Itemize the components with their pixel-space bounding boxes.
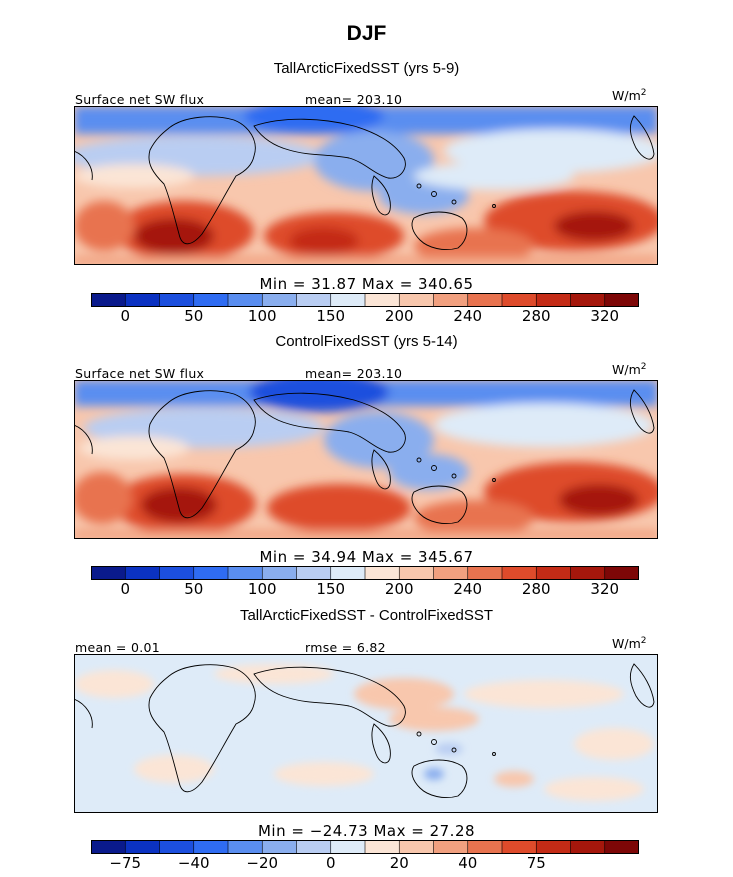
panel-3-min-max: Min = −24.73 Max = 27.28 (257, 822, 476, 840)
colorbar-tick-label: 150 (316, 580, 346, 598)
panel-1-map (74, 106, 658, 265)
colorbar-swatch (502, 566, 537, 580)
colorbar-swatch (330, 566, 366, 580)
panel-2-colorbar-labels: 0 50 100 150 200 240 280 320 (91, 580, 639, 600)
panel-1-min-max: Min = 31.87 Max = 340.65 (259, 275, 474, 293)
colorbar-swatch (228, 566, 263, 580)
colorbar-swatch (159, 293, 195, 307)
colorbar-tick-label: 0 (325, 854, 336, 872)
panel-3-map (74, 654, 658, 813)
colorbar-tick-label: 100 (247, 580, 277, 598)
colorbar-tick-label: 75 (526, 854, 546, 872)
colorbar-swatch (193, 840, 229, 854)
colorbar-tick-label: 200 (384, 580, 414, 598)
colorbar-swatch (125, 840, 160, 854)
panel-2-colorbar (91, 566, 639, 580)
colorbar-swatch (399, 566, 434, 580)
panel-2-map (74, 380, 658, 539)
colorbar-tick-label: 50 (184, 580, 204, 598)
colorbar-swatch (330, 840, 366, 854)
colorbar-swatch (433, 566, 469, 580)
colorbar-swatch (399, 840, 434, 854)
colorbar-swatch (262, 566, 297, 580)
colorbar-tick-label: −20 (246, 854, 279, 872)
colorbar-swatch (399, 293, 434, 307)
page-title: DJF (346, 22, 387, 45)
colorbar-tick-label: 240 (453, 307, 483, 325)
colorbar-swatch (228, 840, 263, 854)
colorbar-swatch (467, 566, 503, 580)
panel-3-mean-label: mean = 0.01 (75, 640, 161, 655)
colorbar-swatch (159, 840, 195, 854)
panel-1-variable-label: Surface net SW flux (75, 92, 205, 107)
panel-2-title: ControlFixedSST (yrs 5-14) (275, 333, 458, 350)
panel-2-mean-label: mean= 203.10 (305, 366, 403, 381)
panel-3-units: W/m2 (612, 636, 647, 652)
colorbar-swatch (604, 840, 639, 854)
colorbar-swatch (296, 840, 332, 854)
panel-1-title: TallArcticFixedSST (yrs 5-9) (273, 60, 460, 77)
colorbar-tick-label: −40 (177, 854, 210, 872)
colorbar-frame (91, 840, 639, 854)
colorbar-swatch (502, 293, 537, 307)
panel-2-min-max: Min = 34.94 Max = 345.67 (259, 548, 474, 566)
colorbar-tick-label: 0 (120, 307, 131, 325)
colorbar-tick-label: 320 (590, 307, 620, 325)
colorbar-frame (91, 293, 639, 307)
colorbar-swatch (570, 840, 606, 854)
panel-3-rmse-label: rmse = 6.82 (305, 640, 386, 655)
colorbar-swatch (91, 840, 126, 854)
colorbar-swatch (330, 293, 366, 307)
colorbar-swatch (536, 840, 571, 854)
colorbar-swatch (536, 566, 571, 580)
colorbar-swatch (262, 293, 297, 307)
colorbar-swatch (467, 840, 503, 854)
colorbar-swatch (159, 566, 195, 580)
colorbar-swatch (125, 566, 160, 580)
colorbar-swatch (262, 840, 297, 854)
colorbar-swatch (570, 293, 606, 307)
colorbar-tick-label: 20 (389, 854, 409, 872)
colorbar-tick-label: 100 (247, 307, 277, 325)
colorbar-swatch (467, 293, 503, 307)
colorbar-swatch (296, 293, 332, 307)
colorbar-tick-label: 280 (521, 307, 551, 325)
colorbar-swatch (604, 566, 639, 580)
colorbar-tick-label: 150 (316, 307, 346, 325)
panel-2-variable-label: Surface net SW flux (75, 366, 205, 381)
panel-3-title: TallArcticFixedSST - ControlFixedSST (239, 607, 494, 624)
colorbar-swatch (365, 840, 400, 854)
colorbar-swatch (536, 293, 571, 307)
colorbar-swatch (91, 293, 126, 307)
colorbar-tick-label: 200 (384, 307, 414, 325)
colorbar-swatch (365, 293, 400, 307)
colorbar-swatch (502, 840, 537, 854)
colorbar-swatch (433, 840, 469, 854)
panel-2-units: W/m2 (612, 362, 647, 378)
panel-3-colorbar (91, 840, 639, 854)
colorbar-swatch (193, 566, 229, 580)
colorbar-swatch (433, 293, 469, 307)
colorbar-tick-label: 280 (521, 580, 551, 598)
colorbar-swatch (125, 293, 160, 307)
colorbar-tick-label: −75 (109, 854, 142, 872)
colorbar-swatch (296, 566, 332, 580)
panel-1-mean-label: mean= 203.10 (305, 92, 403, 107)
panel-1-units: W/m2 (612, 88, 647, 104)
panel-3-colorbar-labels: −75 −40 −20 0 20 40 75 (91, 854, 639, 874)
colorbar-swatch (570, 566, 606, 580)
colorbar-tick-label: 50 (184, 307, 204, 325)
colorbar-swatch (604, 293, 639, 307)
colorbar-swatch (228, 293, 263, 307)
colorbar-tick-label: 0 (120, 580, 131, 598)
panel-1-colorbar (91, 293, 639, 307)
colorbar-tick-label: 320 (590, 580, 620, 598)
colorbar-swatch (193, 293, 229, 307)
colorbar-swatch (365, 566, 400, 580)
panel-1-colorbar-labels: 0 50 100 150 200 240 280 320 (91, 307, 639, 327)
colorbar-tick-label: 40 (458, 854, 478, 872)
colorbar-tick-label: 240 (453, 580, 483, 598)
colorbar-swatch (91, 566, 126, 580)
colorbar-frame (91, 566, 639, 580)
